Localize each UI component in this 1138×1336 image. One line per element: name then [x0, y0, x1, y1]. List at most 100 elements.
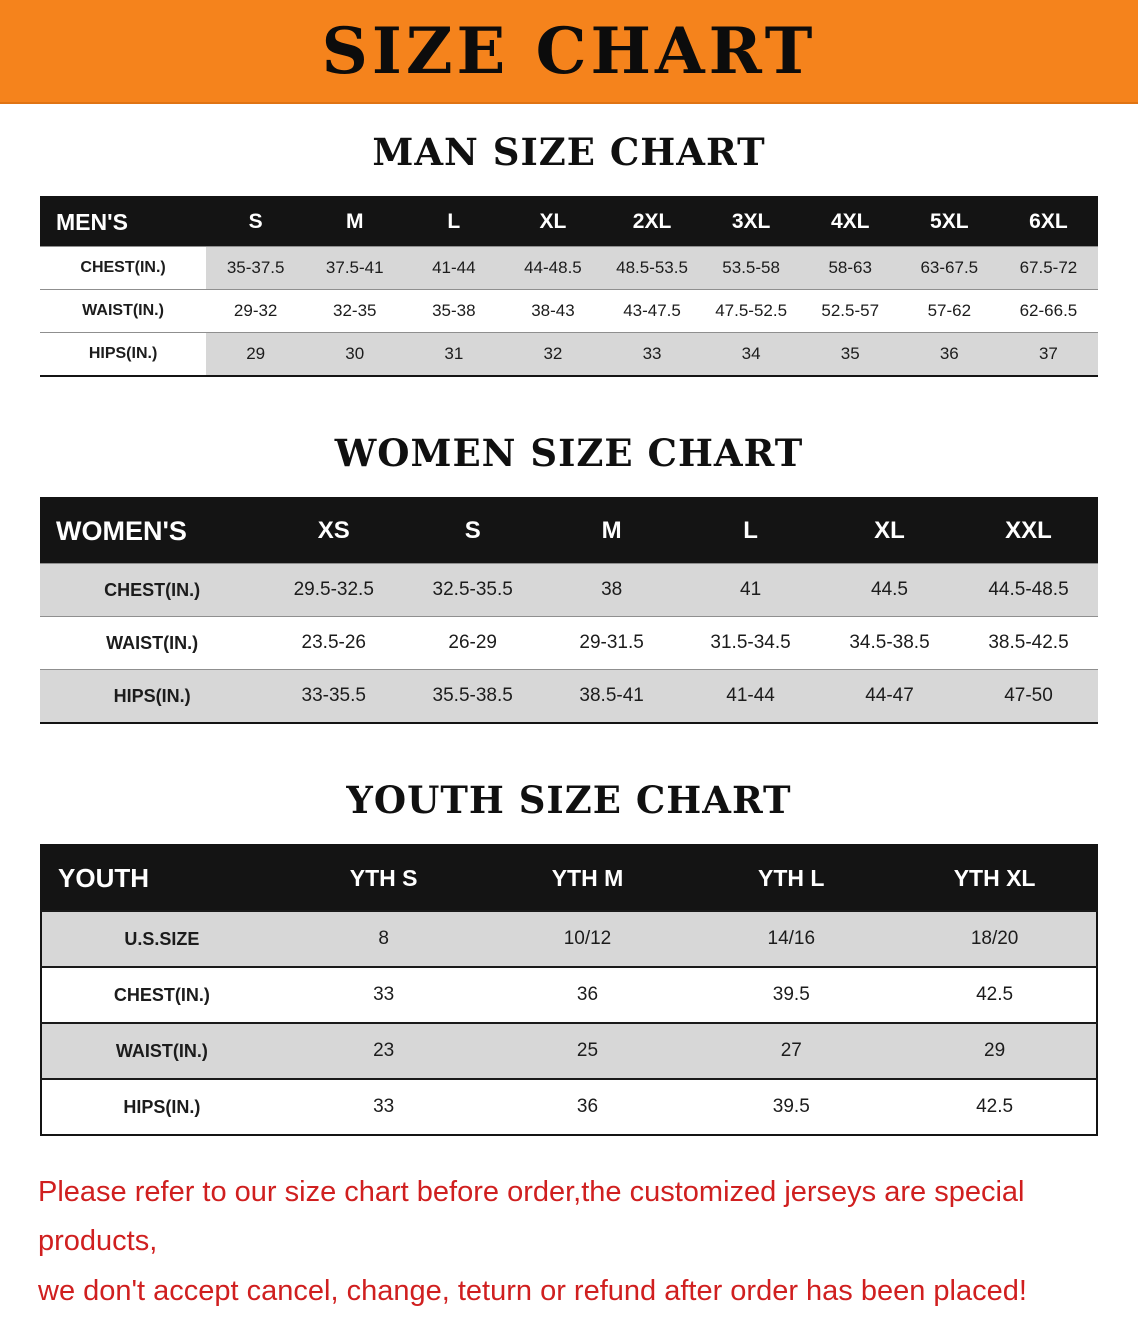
youth-table-row: HIPS(IN.) 33 36 39.5 42.5: [41, 1078, 1097, 1135]
mens-size-header-cell: 5XL: [899, 197, 999, 247]
value-cell: 10/12: [485, 910, 690, 967]
mens-table: MEN'S S M L XL 2XL 3XL 4XL 5XL 6XL CHEST(IN.) 35-37…: [40, 196, 1098, 377]
youth-size-header-cell: YTH S: [281, 845, 486, 911]
value-cell: 39.5: [689, 966, 894, 1023]
womens-table-title-cell: WOMEN'S: [40, 498, 265, 564]
mens-size-header-cell: M: [305, 197, 405, 247]
youth-header-row: YOUTH YTH S YTH M YTH L YTH XL: [41, 845, 1097, 911]
mens-table-row: HIPS(IN.) 29 30 31 32 33 34 35 36 37: [40, 332, 1098, 376]
value-cell: 14/16: [689, 910, 894, 967]
youth-table-row: CHEST(IN.) 33 36 39.5 42.5: [41, 966, 1097, 1023]
disclaimer-line-1: Please refer to our size chart before or…: [38, 1176, 1025, 1258]
row-label-cell: WAIST(IN.): [40, 289, 207, 333]
value-cell: 48.5-53.5: [602, 246, 702, 290]
value-cell: 27: [689, 1022, 894, 1079]
value-cell: 29-32: [206, 289, 306, 333]
value-cell: 34: [701, 332, 801, 376]
row-label-cell: CHEST(IN.): [41, 966, 282, 1023]
row-label-cell: HIPS(IN.): [40, 669, 265, 723]
womens-size-header-cell: M: [542, 498, 682, 564]
youth-size-header-cell: YTH XL: [893, 845, 1097, 911]
mens-table-title-cell: MEN'S: [40, 197, 207, 247]
youth-table-row: U.S.SIZE 8 10/12 14/16 18/20: [41, 910, 1097, 967]
mens-size-header-cell: 2XL: [602, 197, 702, 247]
value-cell: 37.5-41: [305, 246, 405, 290]
value-cell: 41-44: [404, 246, 504, 290]
youth-table-row: WAIST(IN.) 23 25 27 29: [41, 1022, 1097, 1079]
womens-size-header-cell: S: [403, 498, 543, 564]
value-cell: 35-38: [404, 289, 504, 333]
value-cell: 29.5-32.5: [264, 563, 404, 617]
value-cell: 44-47: [820, 669, 959, 723]
value-cell: 47.5-52.5: [701, 289, 801, 333]
value-cell: 23: [281, 1022, 486, 1079]
womens-section: WOMEN SIZE CHART WOMEN'S XS S M L XL XXL CHEST(I…: [0, 431, 1138, 724]
page-title: SIZE CHART: [321, 13, 817, 89]
womens-size-header-cell: XL: [820, 498, 959, 564]
womens-table-row: WAIST(IN.) 23.5-26 26-29 29-31.5 31.5-34.5 34…: [40, 616, 1098, 670]
value-cell: 42.5: [893, 966, 1097, 1023]
youth-size-header-cell: YTH L: [689, 845, 894, 911]
mens-section: MAN SIZE CHART MEN'S S M L XL 2XL 3XL 4XL 5XL 6XL C…: [0, 130, 1138, 377]
value-cell: 44-48.5: [503, 246, 603, 290]
mens-size-header-cell: 3XL: [701, 197, 801, 247]
mens-table-row: WAIST(IN.) 29-32 32-35 35-38 38-43 43-47.5 47.…: [40, 289, 1098, 333]
mens-size-header-cell: XL: [503, 197, 603, 247]
mens-table-row: CHEST(IN.) 35-37.5 37.5-41 41-44 44-48.5 48.5…: [40, 246, 1098, 290]
value-cell: 38.5-42.5: [958, 616, 1098, 670]
value-cell: 36: [485, 966, 690, 1023]
youth-heading: YOUTH SIZE CHART: [346, 778, 792, 822]
value-cell: 38-43: [503, 289, 603, 333]
value-cell: 35.5-38.5: [403, 669, 543, 723]
mens-size-header-cell: 6XL: [998, 197, 1098, 247]
mens-size-header-cell: S: [206, 197, 306, 247]
row-label-cell: HIPS(IN.): [41, 1078, 282, 1135]
womens-size-header-cell: XXL: [958, 498, 1098, 564]
value-cell: 34.5-38.5: [820, 616, 959, 670]
value-cell: 33-35.5: [264, 669, 404, 723]
womens-heading: WOMEN SIZE CHART: [334, 431, 804, 475]
value-cell: 25: [485, 1022, 690, 1079]
value-cell: 26-29: [403, 616, 543, 670]
value-cell: 42.5: [893, 1078, 1097, 1135]
banner: SIZE CHART: [0, 0, 1138, 104]
value-cell: 43-47.5: [602, 289, 702, 333]
value-cell: 47-50: [958, 669, 1098, 723]
value-cell: 38: [542, 563, 682, 617]
row-label-cell: WAIST(IN.): [40, 616, 265, 670]
row-label-cell: CHEST(IN.): [40, 563, 265, 617]
value-cell: 31.5-34.5: [681, 616, 821, 670]
row-label-cell: WAIST(IN.): [41, 1022, 282, 1079]
value-cell: 32.5-35.5: [403, 563, 543, 617]
mens-size-header-cell: L: [404, 197, 504, 247]
value-cell: 18/20: [893, 910, 1097, 967]
value-cell: 32-35: [305, 289, 405, 333]
value-cell: 39.5: [689, 1078, 894, 1135]
womens-table-row: HIPS(IN.) 33-35.5 35.5-38.5 38.5-41 41-44 44-…: [40, 669, 1098, 723]
youth-table: YOUTH YTH S YTH M YTH L YTH XL U.S.SIZE 8 10/12…: [40, 844, 1098, 1136]
value-cell: 31: [404, 332, 504, 376]
value-cell: 41: [681, 563, 821, 617]
row-label-cell: CHEST(IN.): [40, 246, 207, 290]
value-cell: 29-31.5: [542, 616, 682, 670]
value-cell: 30: [305, 332, 405, 376]
womens-table: WOMEN'S XS S M L XL XXL CHEST(IN.) 29.5-32.5 32.5…: [40, 497, 1098, 724]
value-cell: 33: [602, 332, 702, 376]
value-cell: 29: [893, 1022, 1097, 1079]
mens-header-row: MEN'S S M L XL 2XL 3XL 4XL 5XL 6XL: [40, 197, 1098, 247]
content: MAN SIZE CHART MEN'S S M L XL 2XL 3XL 4XL 5XL 6XL C…: [0, 130, 1138, 1316]
value-cell: 36: [485, 1078, 690, 1135]
mens-size-header-cell: 4XL: [800, 197, 900, 247]
value-cell: 36: [899, 332, 999, 376]
youth-size-header-cell: YTH M: [485, 845, 690, 911]
value-cell: 23.5-26: [264, 616, 404, 670]
value-cell: 37: [998, 332, 1098, 376]
row-label-cell: U.S.SIZE: [41, 910, 282, 967]
value-cell: 32: [503, 332, 603, 376]
womens-size-header-cell: L: [681, 498, 821, 564]
value-cell: 35: [800, 332, 900, 376]
value-cell: 52.5-57: [800, 289, 900, 333]
disclaimer-line-2: we don't accept cancel, change, teturn o…: [38, 1274, 1027, 1307]
value-cell: 53.5-58: [701, 246, 801, 290]
